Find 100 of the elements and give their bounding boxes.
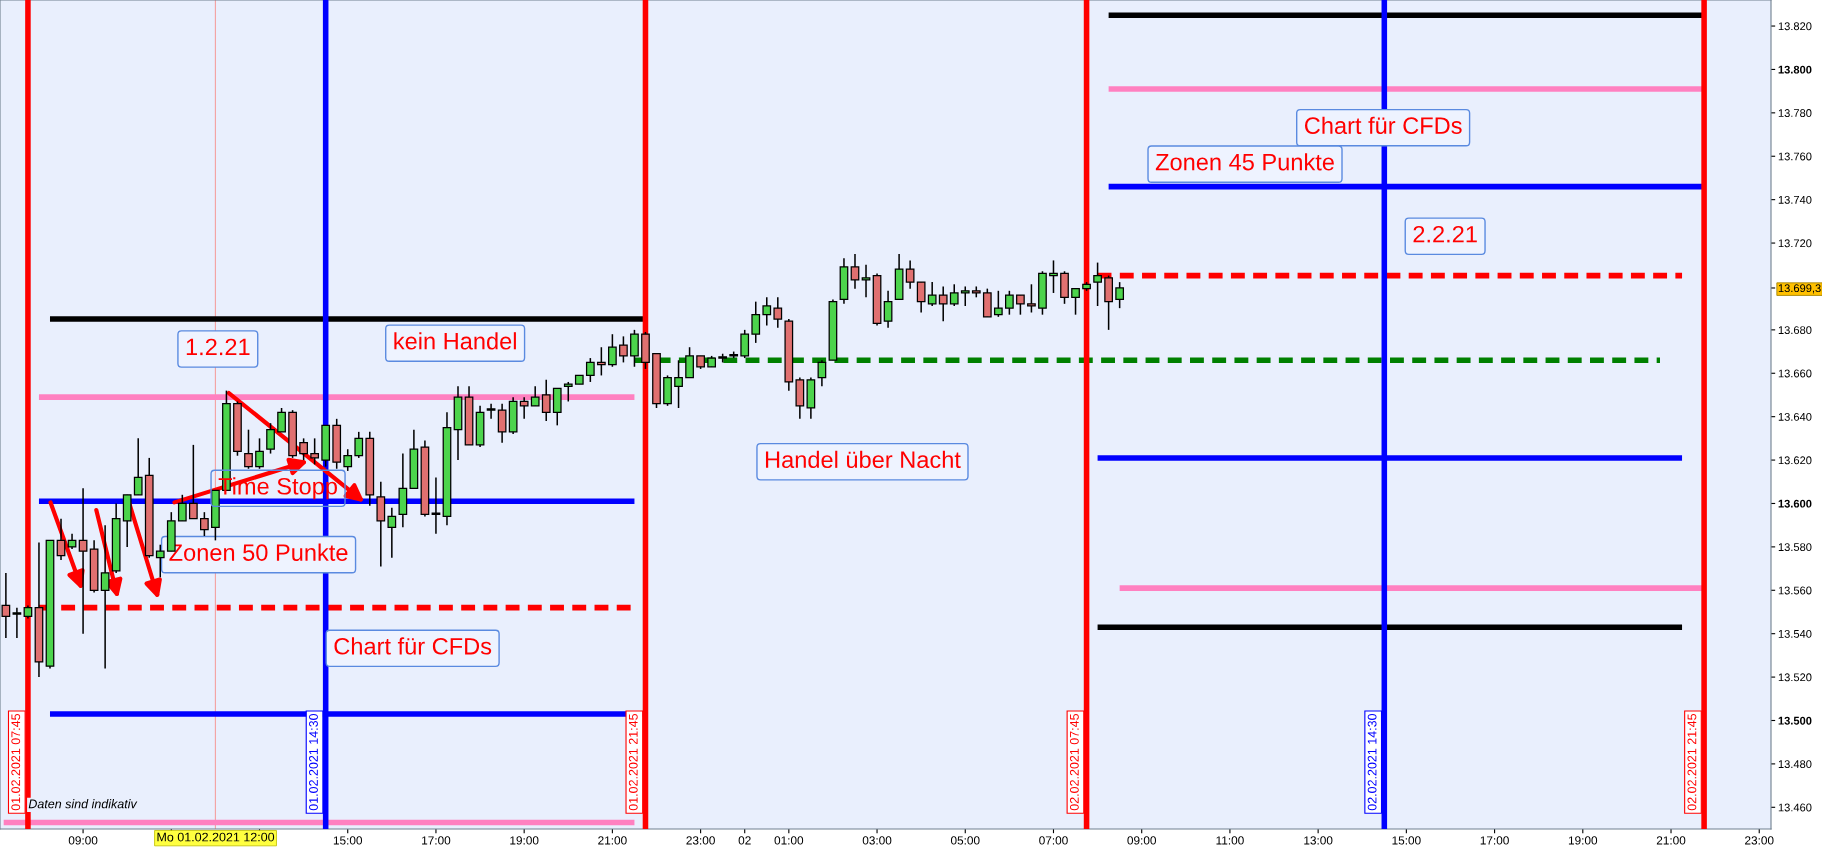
x-tick-label: 19:00 [1568,836,1598,845]
candlestick [1027,283,1036,314]
candlestick [244,428,253,470]
candlestick [1115,281,1125,309]
candlestick [850,253,860,290]
y-tick-label: 13.820 [1778,22,1812,31]
x-tick-label: 21:00 [1656,836,1686,845]
candlestick [1005,290,1014,316]
x-tick-label: 17:00 [1480,836,1509,845]
ref-line-label: 01.02.2021 07:45 [11,713,21,811]
candlestick [817,359,827,388]
x-tick-label: 05:00 [950,836,980,845]
x-tick-label: 09:00 [1127,836,1157,845]
y-tick-label: 13.640 [1778,412,1812,421]
x-tick-label: 07:00 [1039,836,1068,845]
candlestick [883,290,893,329]
annotation: 1.2.21 [186,338,250,356]
candlestick [982,287,992,318]
candlestick [1,572,11,639]
x-tick-label: 19:00 [510,836,539,845]
candlestick [1104,274,1113,331]
x-tick-label: 23:00 [1745,836,1774,845]
candlestick [133,437,143,496]
y-tick-label: 13.699,3 [1778,284,1821,294]
candlestick [354,431,364,459]
candlestick [200,511,209,537]
annotation: Zonen 45 Punkte [1155,153,1334,171]
candlestick [585,357,595,383]
y-tick-label: 13.500 [1778,716,1812,725]
annotation: 2.2.21 [1413,225,1477,243]
annotation: Zonen 50 Punkte [169,543,348,561]
x-tick-label: 17:00 [422,836,451,845]
x-tick-label: 23:00 [686,836,715,845]
candlestick [255,437,264,470]
candlestick [938,285,948,322]
y-tick-label: 13.520 [1778,673,1812,682]
candlestick [387,507,397,559]
candlestick [12,606,22,639]
candlestick [1016,294,1025,316]
candlestick [486,402,496,420]
candlestick [563,381,573,403]
y-tick-label: 13.600 [1778,499,1812,508]
ref-line-label: 02.02.2021 14:30 [1367,713,1377,811]
candlestick [608,333,617,368]
candlestick [299,437,308,461]
x-tick-label: 11:00 [1216,836,1244,845]
candlestick [497,402,507,444]
x-tick-label: 09:00 [68,836,98,845]
candlestick [751,300,761,344]
candlestick [376,481,386,568]
y-tick-label: 13.460 [1778,803,1812,812]
candlestick [155,543,165,579]
y-tick-label: 13.540 [1778,629,1812,638]
x-tick-label: 03:00 [862,836,892,845]
annotation: Daten sind indikativ [28,799,138,809]
candlestick [541,379,551,422]
candlestick [993,290,1003,318]
candlestick [177,494,187,522]
x-tick-label: 02 [738,836,751,845]
candlestick [1071,287,1080,316]
candlestick [905,259,915,290]
candlestick [310,437,320,466]
candlestick [740,329,750,359]
candlestick [960,285,970,307]
y-tick-label: 13.800 [1778,65,1812,74]
candlestick [1060,270,1069,305]
candlestick [916,281,926,314]
candlestick [1049,259,1058,294]
ref-line-label: 01.02.2021 14:30 [309,713,318,811]
y-tick-label: 13.620 [1778,456,1812,465]
candlestick [685,346,694,379]
candlestick [552,387,562,427]
candlestick [266,422,275,455]
candlestick [100,524,110,670]
x-tick-label: 01:00 [774,836,804,845]
ref-line-label: 02.02.2021 07:45 [1069,713,1079,811]
candlestick [596,346,606,377]
y-tick-label: 13.480 [1778,760,1812,769]
candlestick [927,281,937,307]
candlestick [1093,261,1102,307]
x-tick-label: 15:00 [333,836,363,845]
candlestick [773,296,783,329]
y-tick-label: 13.720 [1778,239,1812,248]
x-tick-label: 15:00 [1392,836,1421,845]
candlestick [949,283,959,307]
ref-line-label: 01.02.2021 21:45 [628,713,638,811]
y-tick-label: 13.660 [1778,369,1812,378]
candlestick [56,517,66,561]
y-tick-label: 13.580 [1778,543,1812,552]
candlestick [619,335,628,364]
candlestick [343,448,353,472]
y-tick-label: 13.680 [1778,326,1812,334]
x-tick-label: 13:00 [1304,836,1333,845]
candlestick [188,444,198,520]
candlestick [861,263,871,299]
y-tick-label: 13.740 [1778,195,1812,204]
candlestick [519,396,529,420]
candlestick [431,476,441,535]
y-tick-label: 13.780 [1778,109,1812,117]
ref-line-label: 02.02.2021 21:45 [1687,713,1697,811]
